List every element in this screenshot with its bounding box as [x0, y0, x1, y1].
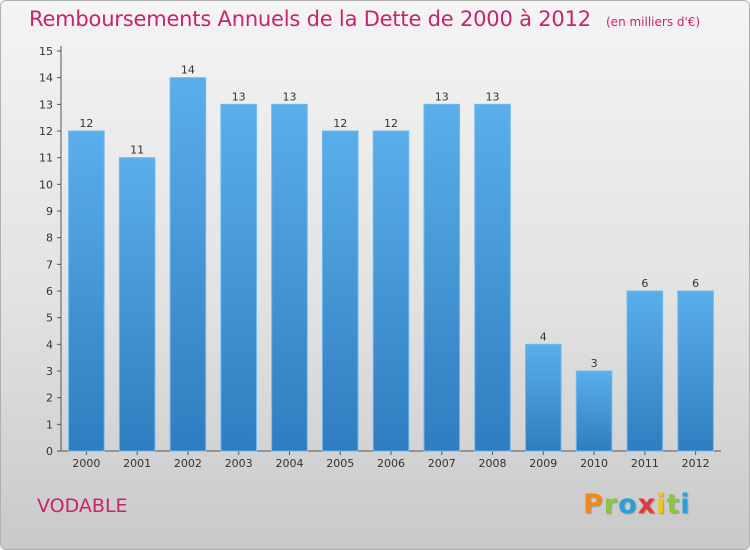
data-label-2006: 12 — [384, 117, 398, 130]
y-tick-label: 3 — [46, 365, 53, 378]
x-tick-label-2002: 2002 — [174, 457, 202, 470]
data-label-2007: 13 — [435, 90, 449, 103]
x-axis: 2000 2001 2002 2003 2004 2005 2006 2007 2008 2009… — [61, 450, 721, 470]
y-tick-label: 11 — [39, 152, 53, 165]
bar-2004 — [271, 103, 308, 452]
bar-2005 — [321, 130, 359, 452]
bars — [68, 77, 714, 452]
x-tick-label-2006: 2006 — [377, 457, 405, 470]
y-tick-label: 13 — [39, 98, 53, 111]
y-tick-label: 4 — [46, 338, 53, 351]
x-tick-label-2007: 2007 — [428, 457, 456, 470]
logo-letter: x — [637, 489, 657, 520]
y-tick-label: 7 — [46, 258, 53, 271]
y-tick-label: 1 — [46, 418, 53, 431]
chart-subtitle: (en milliers d'€) — [606, 15, 701, 29]
x-tick-label-2000: 2000 — [72, 457, 100, 470]
commune-name: VODABLE — [37, 495, 128, 517]
proxiti-logo: Proxiti — [583, 489, 691, 520]
data-label-2011: 6 — [641, 277, 648, 290]
logo-letter: P — [583, 489, 604, 520]
bar-2006 — [372, 130, 410, 452]
logo-letter: i — [656, 489, 667, 520]
x-tick-label-2005: 2005 — [326, 457, 354, 470]
logo-letter: o — [618, 489, 638, 520]
x-tick-label-2012: 2012 — [682, 457, 710, 470]
y-tick-label: 12 — [39, 125, 53, 138]
bar-2007 — [423, 103, 461, 452]
logo-letter: t — [666, 489, 681, 520]
data-labels: 12 11 14 13 13 12 12 13 13 4 3 6 6 — [79, 64, 699, 370]
y-tick-label: 8 — [46, 232, 53, 245]
bar-2000 — [68, 130, 105, 452]
data-label-2005: 12 — [333, 117, 347, 130]
y-tick-label: 0 — [46, 445, 53, 458]
y-tick-label: 2 — [46, 392, 53, 405]
data-label-2009: 4 — [540, 330, 547, 343]
data-label-2012: 6 — [692, 277, 699, 290]
data-label-2003: 13 — [232, 90, 246, 103]
bar-2008 — [474, 103, 511, 452]
x-tick-label-2001: 2001 — [123, 457, 151, 470]
x-tick-label-2003: 2003 — [225, 457, 253, 470]
x-tick-label-2011: 2011 — [631, 457, 659, 470]
data-label-2004: 13 — [282, 90, 296, 103]
bar-2009 — [525, 343, 562, 452]
y-tick-label: 15 — [39, 45, 53, 58]
y-tick-label: 10 — [39, 178, 53, 191]
bar-2010 — [575, 370, 613, 452]
x-tick-label-2004: 2004 — [275, 457, 303, 470]
bar-2011 — [626, 290, 664, 452]
bar-2012 — [677, 290, 714, 452]
x-tick-label-2010: 2010 — [580, 457, 608, 470]
data-label-2002: 14 — [181, 64, 195, 77]
bar-2001 — [118, 157, 156, 452]
bar-2002 — [169, 77, 207, 452]
logo-letter: r — [603, 489, 619, 520]
data-label-2001: 11 — [130, 144, 144, 157]
data-label-2000: 12 — [79, 117, 93, 130]
y-tick-label: 6 — [46, 285, 53, 298]
data-label-2010: 3 — [591, 357, 598, 370]
y-tick-label: 14 — [39, 72, 53, 85]
data-label-2008: 13 — [486, 90, 500, 103]
title-row: Remboursements Annuels de la Dette de 20… — [29, 7, 700, 31]
chart-title: Remboursements Annuels de la Dette de 20… — [29, 7, 591, 31]
x-tick-label-2009: 2009 — [529, 457, 557, 470]
y-tick-label: 9 — [46, 205, 53, 218]
x-tick-label-2008: 2008 — [479, 457, 507, 470]
bar-2003 — [220, 103, 257, 452]
y-tick-label: 5 — [46, 312, 53, 325]
logo-letter: i — [680, 489, 691, 520]
